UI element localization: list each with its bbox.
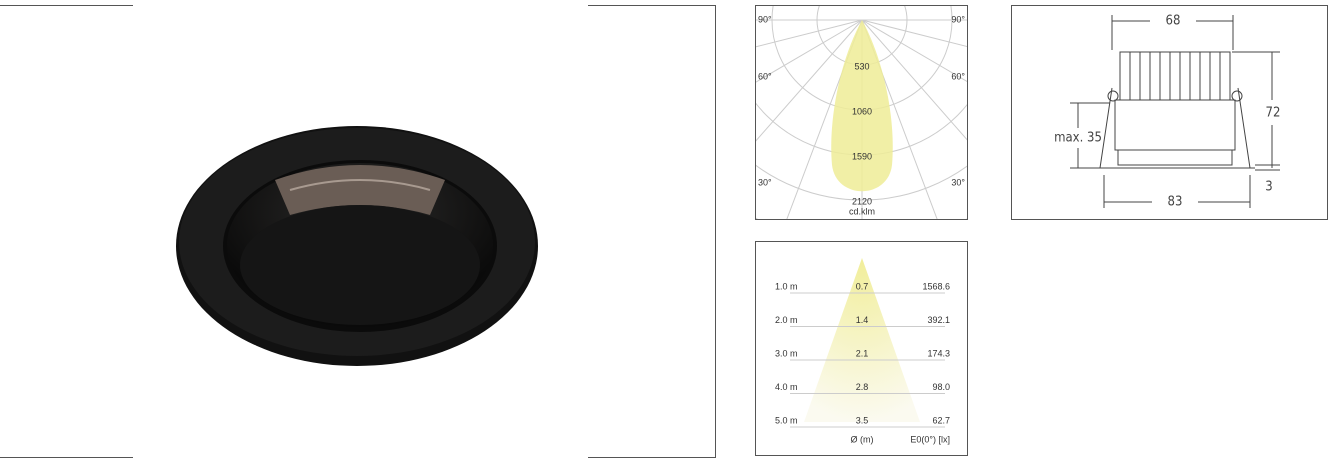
illuminance: 62.7 [932,415,950,425]
angle-label: 60° [758,71,772,81]
illuminance: 1568.6 [922,281,950,291]
illuminance: 174.3 [927,348,950,358]
distance: 2.0 m [775,315,798,325]
diameter: 3.5 [856,415,869,425]
dimension-box [1011,5,1328,220]
light-cone [804,258,920,422]
illuminance-header: E0(0°) [lx] [910,434,950,444]
diameter-header: Ø (m) [851,434,874,444]
diameter: 2.1 [856,348,869,358]
light-distribution [831,20,893,192]
distance: 5.0 m [775,415,798,425]
angle-label: 30° [951,177,965,187]
product-photo [176,126,538,366]
unit-label: cd.klm [849,206,875,216]
dimension-drawing [1070,15,1280,208]
dimension-label: 83 [1168,195,1183,210]
angle-label: 90° [951,14,965,24]
intensity-label: 2120 [852,196,872,206]
dimension-label: max. 35 [1054,131,1102,146]
intensity-label: 1060 [852,106,872,116]
illuminance: 392.1 [927,315,950,325]
angle-label: 30° [758,177,772,187]
intensity-label: 530 [854,61,869,71]
angle-label: 90° [758,14,772,24]
angle-label: 60° [951,71,965,81]
dimension-label: 72 [1266,106,1281,121]
dimension-label: 3 [1265,180,1272,195]
distance: 1.0 m [775,281,798,291]
diameter: 1.4 [856,315,869,325]
dimension-label: 68 [1166,14,1181,29]
diameter: 0.7 [856,281,869,291]
distance: 4.0 m [775,382,798,392]
intensity-label: 1590 [852,151,872,161]
distance: 3.0 m [775,348,798,358]
illuminance: 98.0 [932,382,950,392]
diameter: 2.8 [856,382,869,392]
